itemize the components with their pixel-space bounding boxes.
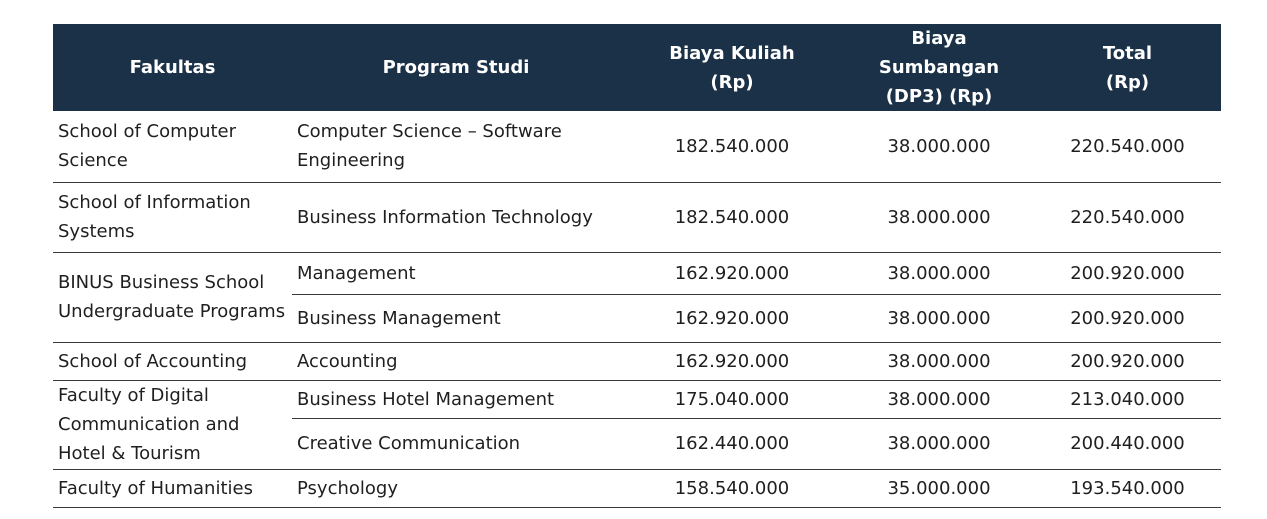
faculty-cell: Faculty of Humanities: [53, 469, 292, 508]
table-row: School of Information Systems Business I…: [53, 182, 1221, 253]
table-row: School of Accounting Accounting 162.920.…: [53, 342, 1221, 381]
header-fakultas-label: Fakultas: [129, 57, 216, 78]
header-biaya-sumbangan: Biaya Sumbangan (DP3) (Rp): [844, 24, 1034, 111]
biaya-kuliah-cell: 182.540.000: [620, 182, 844, 253]
table-row: BINUS Business School Undergraduate Prog…: [53, 252, 1221, 343]
program-cell: Computer Science – Software Engineering: [292, 111, 620, 183]
header-fakultas: Fakultas: [53, 24, 292, 111]
total-cell: 193.540.000: [1034, 469, 1221, 508]
header-biaya-kuliah: Biaya Kuliah (Rp): [620, 24, 844, 111]
total-cell: 220.540.000: [1034, 111, 1221, 183]
program-cell: Business Hotel Management: [292, 380, 620, 419]
program-cell: Creative Communication: [292, 418, 620, 470]
biaya-kuliah-cell: 158.540.000: [620, 469, 844, 508]
tuition-fee-table: Fakultas Program Studi Biaya Kuliah (Rp)…: [53, 24, 1221, 508]
table-row: Faculty of Digital Communication and Hot…: [53, 380, 1221, 470]
header-biaya-kuliah-line1: Biaya Kuliah: [669, 42, 795, 64]
dp3-cell: 38.000.000: [844, 252, 1034, 295]
table-row: Faculty of Humanities Psychology 158.540…: [53, 469, 1221, 508]
dp3-cell: 38.000.000: [844, 380, 1034, 419]
biaya-kuliah-cell: 162.440.000: [620, 418, 844, 470]
dp3-cell: 38.000.000: [844, 111, 1034, 183]
table-row: School of Computer Science Computer Scie…: [53, 111, 1221, 183]
table-row: Creative Communication 162.440.000 38.00…: [53, 418, 1221, 470]
program-cell: Management: [292, 252, 620, 295]
total-cell: 200.920.000: [1034, 342, 1221, 381]
dp3-cell: 35.000.000: [844, 469, 1034, 508]
faculty-cell: School of Computer Science: [53, 111, 292, 183]
faculty-cell: School of Accounting: [53, 342, 292, 381]
header-total-line1: Total: [1102, 42, 1153, 64]
biaya-kuliah-cell: 175.040.000: [620, 380, 844, 419]
total-cell: 200.920.000: [1034, 252, 1221, 295]
faculty-cell: BINUS Business School Undergraduate Prog…: [53, 252, 292, 343]
dp3-cell: 38.000.000: [844, 342, 1034, 381]
total-cell: 200.440.000: [1034, 418, 1221, 470]
biaya-kuliah-cell: 162.920.000: [620, 294, 844, 343]
biaya-kuliah-cell: 162.920.000: [620, 252, 844, 295]
header-biaya-sumbangan-line1: Biaya Sumbangan: [878, 28, 1000, 78]
biaya-kuliah-cell: 182.540.000: [620, 111, 844, 183]
total-cell: 220.540.000: [1034, 182, 1221, 253]
dp3-cell: 38.000.000: [844, 182, 1034, 253]
program-cell: Accounting: [292, 342, 620, 381]
table-row: Business Management 162.920.000 38.000.0…: [53, 294, 1221, 343]
biaya-kuliah-cell: 162.920.000: [620, 342, 844, 381]
faculty-cell: School of Information Systems: [53, 182, 292, 253]
header-total-line2: (Rp): [1105, 71, 1150, 93]
header-row: Fakultas Program Studi Biaya Kuliah (Rp)…: [53, 24, 1221, 111]
program-cell: Business Information Technology: [292, 182, 620, 253]
dp3-cell: 38.000.000: [844, 418, 1034, 470]
program-cell: Psychology: [292, 469, 620, 508]
table-header: Fakultas Program Studi Biaya Kuliah (Rp)…: [53, 24, 1221, 111]
header-program-studi: Program Studi: [292, 24, 620, 111]
header-total: Total (Rp): [1034, 24, 1221, 111]
header-biaya-kuliah-line2: (Rp): [710, 71, 754, 93]
header-program-studi-label: Program Studi: [382, 57, 530, 78]
total-cell: 213.040.000: [1034, 380, 1221, 419]
header-biaya-sumbangan-line2: (DP3) (Rp): [885, 86, 993, 107]
program-cell: Business Management: [292, 294, 620, 343]
table-body: School of Computer Science Computer Scie…: [53, 111, 1221, 508]
dp3-cell: 38.000.000: [844, 294, 1034, 343]
total-cell: 200.920.000: [1034, 294, 1221, 343]
faculty-cell: Faculty of Digital Communication and Hot…: [53, 380, 292, 470]
